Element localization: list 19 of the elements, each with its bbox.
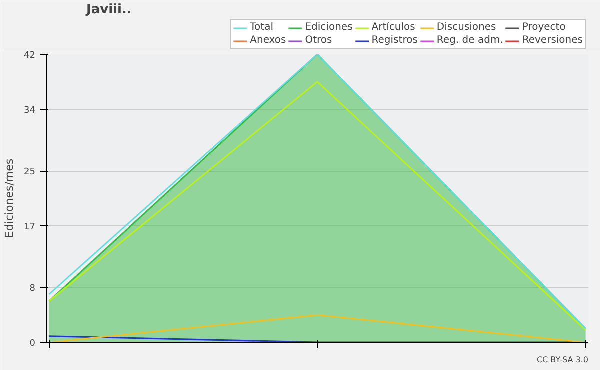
legend-label: Otros	[305, 35, 332, 46]
text: CC BY-SA 3.0	[536, 356, 589, 364]
y-tick-label: 17	[24, 222, 36, 232]
y-tick-label: 25	[24, 168, 36, 178]
y-tick-label: 8	[30, 284, 36, 294]
y-axis-title: Ediciones/mes	[3, 158, 16, 238]
legend-label: Total	[250, 22, 274, 33]
legend-label: Registros	[372, 35, 418, 46]
legend-label: Reversiones	[522, 35, 583, 46]
chart-title: Javiii..	[86, 2, 132, 18]
legend-label: Artículos	[372, 22, 416, 33]
y-tick-label: 42	[24, 51, 36, 61]
legend-label: Reg. de adm.	[436, 35, 504, 46]
legend-label: Discusiones	[436, 22, 496, 33]
legend-label: Anexos	[250, 35, 286, 46]
legend-label: Ediciones	[305, 22, 353, 33]
legend-label: Proyecto	[522, 22, 566, 33]
y-tick-label: 34	[24, 106, 36, 116]
y-tick-label: 0	[30, 339, 36, 349]
